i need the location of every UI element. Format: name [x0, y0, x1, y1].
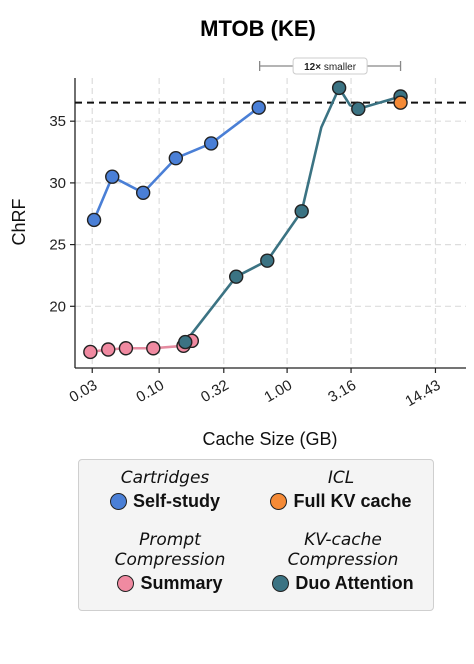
x-tick-label: 1.00 [261, 377, 295, 406]
x-tick-label: 0.03 [66, 377, 100, 406]
legend-label: Summary [140, 573, 223, 593]
point-duo-attention [228, 269, 244, 284]
chart-title: MTOB (KE) [200, 16, 316, 41]
y-tick-label: 30 [49, 175, 66, 192]
y-tick-label: 20 [49, 298, 66, 315]
legend-marker [109, 493, 127, 510]
point-summary [118, 341, 134, 356]
legend-heading: KV-cache [304, 530, 382, 550]
legend-heading: Compression [287, 550, 399, 570]
y-tick-label: 25 [49, 237, 66, 254]
legend-heading: ICL [327, 468, 355, 488]
x-axis-label: Cache Size (GB) [202, 429, 337, 449]
series-line-self-study [92, 106, 260, 221]
legend: Cartridges Self-study ICL Full KV cache … [78, 459, 434, 611]
point-summary [101, 342, 116, 357]
legend-entry-summary: Summary [85, 573, 255, 594]
legend-heading: Compression [114, 550, 226, 570]
annotation-box [292, 57, 368, 75]
legend-group-icl: ICL Full KV cache [255, 468, 427, 512]
axes [70, 78, 466, 373]
annotation-bold: 12× [304, 62, 321, 73]
legend-entry-duo-attention: Duo Attention [255, 573, 431, 594]
grid [75, 78, 466, 368]
point-self-study [86, 212, 102, 228]
legend-heading: Cartridges [120, 468, 210, 488]
series-points [83, 80, 408, 360]
tick-labels: 20 25 30 35 0.03 0.10 0.32 1.00 3.16 14.43 [49, 113, 443, 410]
legend-group-kv-cache-compression: KV-cache Compression Duo Attention [255, 530, 431, 594]
legend-marker [117, 575, 135, 592]
legend-heading: Prompt [139, 530, 201, 550]
x-tick-label: 14.43 [402, 377, 443, 410]
legend-marker [272, 575, 290, 592]
point-summary [146, 341, 161, 356]
point-summary [83, 344, 98, 360]
x-tick-label: 3.16 [325, 377, 359, 406]
legend-marker [270, 493, 288, 510]
annotation-label: 12× smaller [304, 62, 357, 73]
x-tick-label: 0.10 [133, 377, 167, 406]
annotation: 12× smaller [258, 57, 402, 75]
y-axis-label: ChRF [9, 198, 29, 245]
point-self-study [105, 169, 120, 184]
x-tick-label: 0.32 [198, 377, 232, 406]
point-duo-attention [351, 101, 366, 117]
legend-label: Self-study [132, 491, 220, 511]
point-duo-attention [331, 80, 347, 96]
point-self-study [251, 100, 266, 115]
legend-label: Duo Attention [295, 573, 414, 593]
legend-group-cartridges: Cartridges Self-study [85, 468, 245, 512]
legend-entry-full-kv-cache: Full KV cache [255, 491, 427, 512]
point-self-study [135, 185, 151, 200]
point-full-kv-cache [393, 95, 408, 110]
legend-entry-self-study: Self-study [85, 491, 245, 512]
legend-label: Full KV cache [293, 491, 412, 511]
y-tick-label: 35 [49, 113, 66, 130]
point-duo-attention [260, 253, 275, 268]
point-self-study [203, 136, 219, 151]
legend-group-prompt-compression: Prompt Compression Summary [85, 530, 255, 594]
annotation-text: smaller [321, 62, 357, 73]
series-lines [90, 86, 401, 354]
point-self-study [168, 151, 184, 166]
series-line-duo-attention [184, 86, 401, 343]
point-duo-attention [294, 204, 309, 219]
point-duo-attention [178, 334, 193, 350]
